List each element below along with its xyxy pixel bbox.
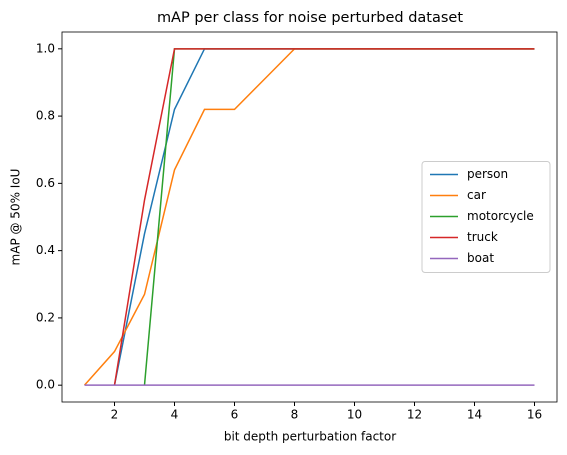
y-tick-label: 0.2 — [36, 310, 55, 324]
legend-label: person — [467, 167, 508, 181]
x-tick-label: 14 — [467, 408, 482, 422]
x-tick-label: 4 — [171, 408, 179, 422]
x-tick-label: 8 — [291, 408, 299, 422]
x-axis-label: bit depth perturbation factor — [224, 430, 396, 444]
y-tick-label: 0.8 — [36, 109, 55, 123]
legend-box — [421, 161, 551, 273]
y-tick-label: 0.0 — [36, 378, 55, 392]
x-tick-label: 6 — [231, 408, 239, 422]
x-tick-label: 12 — [407, 408, 422, 422]
legend-label: truck — [467, 230, 498, 244]
legend-label: car — [467, 188, 486, 202]
y-tick-label: 0.4 — [36, 243, 55, 257]
legend-label: motorcycle — [467, 209, 534, 223]
x-tick-label: 16 — [527, 408, 542, 422]
x-tick-label: 2 — [111, 408, 119, 422]
series-line — [113, 48, 535, 386]
x-tick-label: 10 — [347, 408, 362, 422]
chart-title: mAP per class for noise perturbed datase… — [157, 10, 463, 26]
y-axis-label: mAP @ 50% IoU — [9, 169, 23, 266]
y-tick-label: 1.0 — [36, 41, 55, 55]
y-tick-label: 0.6 — [36, 176, 55, 190]
plot-frame — [61, 31, 558, 403]
legend-label: boat — [467, 251, 494, 265]
